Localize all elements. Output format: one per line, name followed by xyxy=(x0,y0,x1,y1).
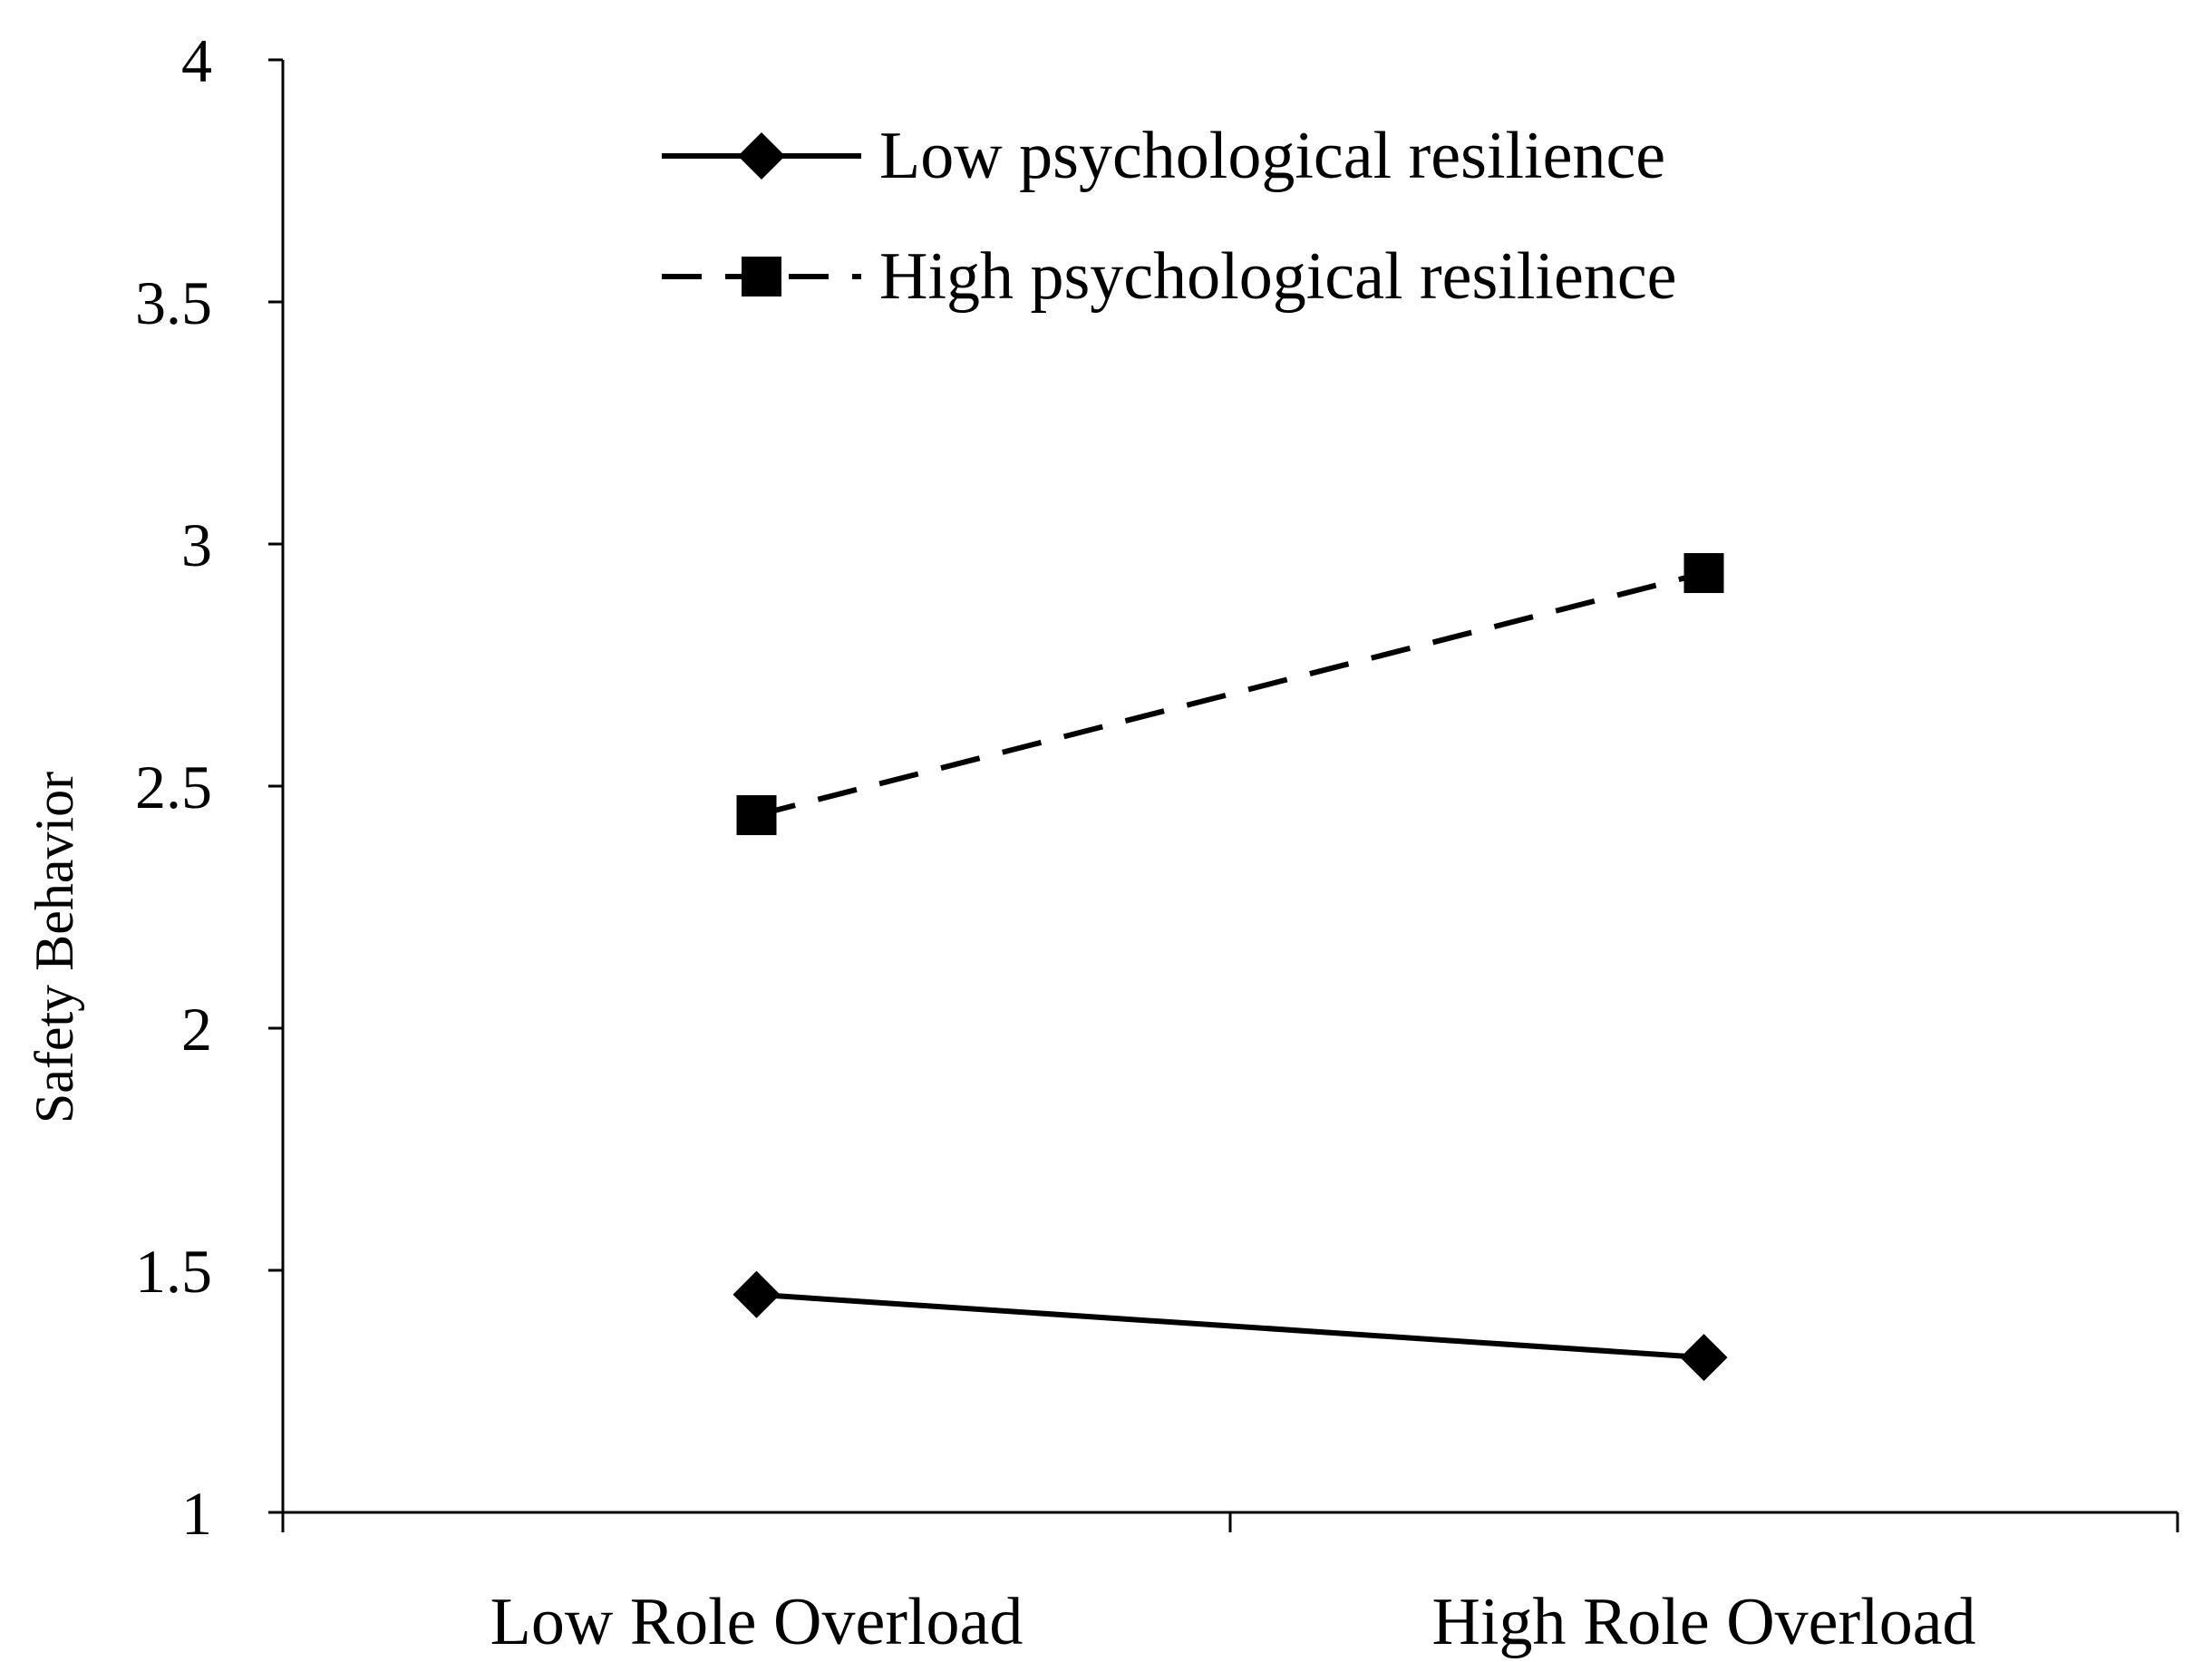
legend-label: Low psychological resilience xyxy=(879,119,1665,193)
legend-swatch-marker xyxy=(742,257,781,296)
legend-label: High psychological resilience xyxy=(879,239,1677,314)
y-axis-title: Safety Behavior xyxy=(24,772,84,1123)
data-point xyxy=(1680,1334,1728,1382)
x-axis-ticks: Low Role Overload High Role Overload xyxy=(281,1512,2179,1659)
series-group xyxy=(732,1270,1728,1382)
legend-item: High psychological resilience xyxy=(662,239,1677,314)
series-line xyxy=(756,1291,1704,1361)
series-group xyxy=(736,553,1724,836)
y-tick-label: 2.5 xyxy=(135,753,212,821)
y-tick-label: 1 xyxy=(181,1479,212,1548)
chart-legend: Low psychological resilience High psychol… xyxy=(662,119,1677,314)
legend-swatch-marker xyxy=(737,131,786,180)
x-tick-label: High Role Overload xyxy=(1431,1585,1975,1659)
y-tick-label: 3.5 xyxy=(135,268,212,337)
chart-series xyxy=(732,553,1728,1382)
x-tick-label: Low Role Overload xyxy=(490,1585,1024,1659)
y-tick-label: 3 xyxy=(181,510,212,579)
y-axis-ticks: 1 1.5 2 2.5 3 3.5 4 xyxy=(135,26,283,1548)
data-point xyxy=(1683,553,1724,594)
y-tick-label: 1.5 xyxy=(135,1237,212,1306)
y-tick-label: 2 xyxy=(181,995,212,1064)
series-line xyxy=(755,570,1705,818)
legend-item: Low psychological resilience xyxy=(662,119,1665,193)
y-tick-label: 4 xyxy=(181,26,212,95)
data-point xyxy=(736,795,777,836)
data-point xyxy=(732,1270,781,1318)
